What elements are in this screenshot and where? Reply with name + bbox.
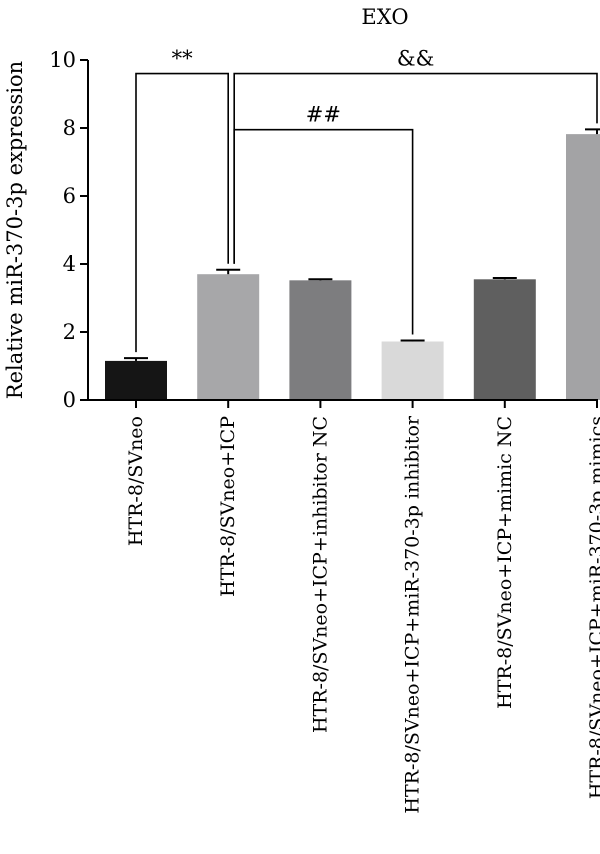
bar [566, 134, 600, 400]
x-tick-label: HTR-8/SVneo [125, 416, 147, 546]
bar [473, 279, 536, 400]
y-axis: 0 2 4 6 8 10 [49, 48, 89, 412]
bar [197, 274, 260, 400]
significance-label: && [397, 47, 434, 71]
bar [289, 280, 352, 400]
y-tick-label: 6 [63, 184, 76, 208]
x-tick-label: HTR-8/SVneo+ICP+miR-370-3p mimics [586, 416, 600, 799]
bar [105, 360, 167, 400]
x-tick-label: HTR-8/SVneo+ICP+miR-370-3p inhibitor [402, 415, 424, 814]
y-tick-label: 0 [63, 388, 76, 412]
y-tick-label: 8 [63, 116, 76, 140]
y-tick-label: 4 [63, 252, 76, 276]
x-axis: HTR-8/SVneo HTR-8/SVneo+ICP HTR-8/SVneo+IC… [87, 399, 600, 814]
significance-label: ** [172, 47, 194, 71]
significance-bracket [135, 72, 229, 353]
significance-bracket [233, 128, 414, 335]
error-bars [124, 128, 600, 361]
significance-brackets: ** && ## [135, 47, 598, 353]
x-tick-label: HTR-8/SVneo+ICP+mimic NC [494, 416, 516, 709]
x-tick-label: HTR-8/SVneo+ICP [217, 416, 239, 597]
significance-bracket [233, 72, 598, 264]
y-tick-label: 10 [49, 48, 76, 72]
x-tick-label: HTR-8/SVneo+ICP+inhibitor NC [309, 416, 331, 733]
bars [105, 134, 600, 400]
y-tick-label: 2 [63, 320, 76, 344]
chart-title: EXO [361, 5, 408, 29]
y-axis-label: Relative miR-370-3p expression [3, 61, 27, 399]
bar [381, 341, 444, 400]
significance-label: ## [306, 103, 341, 127]
